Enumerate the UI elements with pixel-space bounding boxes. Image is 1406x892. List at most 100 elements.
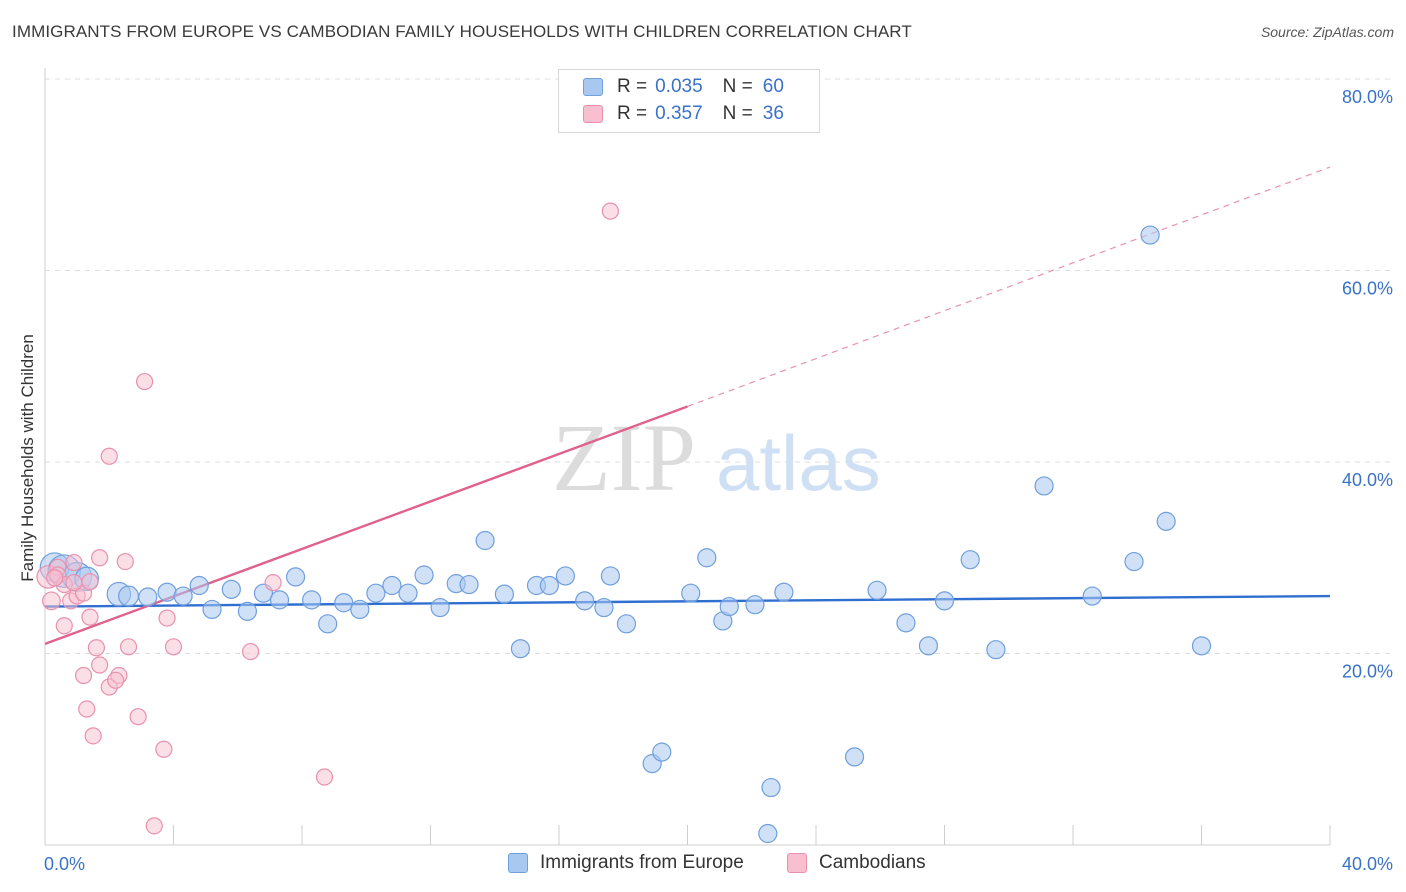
data-point-europe	[986, 640, 1006, 660]
data-point-europe	[350, 599, 370, 620]
data-point-europe	[960, 550, 980, 570]
data-point-cambodian	[158, 609, 176, 627]
data-point-europe	[697, 548, 717, 568]
grid-lines	[45, 78, 1392, 654]
data-point-europe	[555, 566, 576, 586]
y-tick-label: 80.0%	[1342, 87, 1393, 107]
data-point-cambodian	[91, 656, 109, 674]
data-point-cambodian	[264, 574, 282, 592]
legend-row-europe: R = 0.035 N = 60	[583, 74, 784, 100]
data-point-cambodian	[145, 817, 163, 835]
data-point-europe	[138, 587, 158, 607]
data-point-cambodian	[107, 671, 125, 689]
legend-swatch-europe	[583, 78, 603, 96]
data-point-cambodian	[119, 638, 138, 656]
data-point-europe	[202, 599, 222, 620]
data-point-europe	[494, 584, 514, 604]
x-tick-label: 40.0%	[1342, 854, 1393, 874]
data-point-europe	[896, 613, 916, 633]
data-point-cambodian	[100, 447, 118, 465]
legend-n-value: 60	[762, 76, 784, 97]
data-point-europe	[745, 595, 765, 615]
data-point-europe	[118, 585, 140, 607]
data-point-europe	[1124, 551, 1144, 572]
data-point-europe	[157, 582, 177, 602]
data-point-europe	[594, 597, 614, 618]
series-legend: Immigrants from Europe Cambodians	[0, 852, 1406, 878]
y-tick-label: 60.0%	[1342, 279, 1393, 299]
data-point-europe	[366, 583, 386, 603]
data-point-cambodian	[65, 553, 83, 572]
data-point-europe	[774, 582, 794, 602]
data-point-europe	[1140, 225, 1160, 245]
data-point-cambodian	[601, 202, 620, 220]
series-europe	[39, 225, 1212, 844]
data-point-europe	[1191, 636, 1212, 656]
data-point-cambodian	[116, 552, 134, 571]
data-point-cambodian	[42, 591, 61, 611]
legend-item-europe[interactable]: Immigrants from Europe	[508, 852, 744, 874]
data-point-cambodian	[315, 768, 334, 786]
data-point-cambodian	[74, 666, 93, 685]
data-point-europe	[719, 596, 739, 617]
data-point-europe	[173, 586, 193, 606]
data-point-europe	[398, 583, 418, 603]
data-point-europe	[1034, 476, 1054, 496]
data-point-cambodian	[65, 574, 83, 592]
y-axis-label: Family Households with Children	[18, 334, 37, 582]
legend-swatch-cambodians	[583, 105, 603, 123]
data-point-europe	[539, 575, 559, 596]
legend-n-value: 36	[762, 103, 784, 124]
legend-row-cambodians: R = 0.357 N = 36	[583, 101, 784, 127]
legend-label-cambodians: Cambodians	[819, 852, 926, 873]
data-point-europe	[681, 583, 701, 603]
legend-r-label: R =	[617, 103, 648, 124]
data-point-europe	[844, 747, 865, 767]
data-point-cambodian	[129, 708, 147, 726]
data-point-europe	[867, 580, 887, 600]
legend-r-value: 0.035	[655, 76, 703, 97]
data-point-europe	[285, 567, 306, 587]
watermark-zip: ZIP	[552, 404, 696, 511]
watermark: ZIP atlas	[552, 404, 881, 511]
data-point-europe	[221, 579, 241, 599]
watermark-atlas: atlas	[716, 419, 881, 507]
y-tick-label: 20.0%	[1342, 662, 1393, 682]
data-point-europe	[302, 590, 322, 610]
data-point-europe	[575, 591, 595, 611]
legend-n-label: N =	[722, 103, 753, 124]
legend-label-europe: Immigrants from Europe	[540, 852, 744, 873]
stats-legend: R = 0.035 N = 60 R = 0.357 N = 36	[558, 69, 820, 133]
data-point-cambodian	[155, 740, 173, 758]
legend-n-label: N =	[722, 76, 753, 97]
data-point-cambodian	[78, 700, 96, 718]
data-point-cambodian	[91, 549, 109, 567]
y-tick-label: 40.0%	[1342, 470, 1393, 490]
legend-item-cambodians[interactable]: Cambodians	[787, 852, 926, 874]
data-point-europe	[918, 636, 939, 656]
data-point-europe	[652, 742, 672, 762]
data-point-europe	[189, 575, 209, 596]
data-point-cambodian	[84, 727, 102, 745]
data-point-europe	[1156, 511, 1176, 531]
series-cambodians	[36, 202, 620, 835]
x-tick-label: 0.0%	[44, 854, 85, 874]
data-point-europe	[934, 591, 955, 611]
data-point-europe	[237, 601, 257, 621]
source-label: Source: ZipAtlas.com	[1260, 24, 1394, 40]
chart-title: IMMIGRANTS FROM EUROPE VS CAMBODIAN FAMI…	[12, 22, 912, 41]
tick-labels: 20.0% 40.0% 60.0% 80.0% 0.0% 40.0%	[44, 87, 1393, 874]
data-point-europe	[758, 823, 778, 844]
legend-r-label: R =	[617, 76, 648, 97]
legend-swatch-cambodians	[787, 853, 807, 873]
data-point-cambodian	[87, 639, 106, 657]
data-point-europe	[1082, 586, 1102, 606]
data-point-europe	[269, 590, 290, 610]
legend-swatch-europe	[508, 853, 528, 873]
data-point-cambodian	[164, 638, 183, 656]
data-point-europe	[475, 530, 495, 551]
data-point-cambodian	[81, 573, 99, 591]
data-point-cambodian	[135, 372, 154, 391]
data-point-cambodian	[55, 617, 73, 635]
